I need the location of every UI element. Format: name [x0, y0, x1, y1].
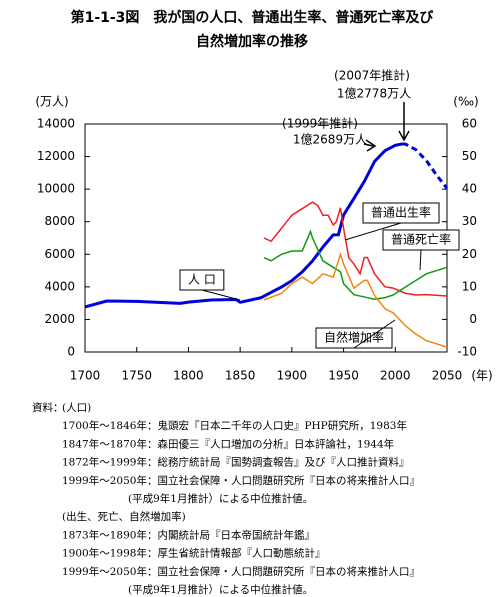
source-note: 1999年～2050年：国立社会保障・人口問題研究所『日本の将来推計人口』	[62, 565, 420, 578]
annotation: 1億2689万人	[293, 133, 367, 147]
source-note: (人口)	[62, 402, 91, 414]
x-tick-label: 2050	[432, 369, 463, 383]
annotation: 1億2778万人	[337, 87, 411, 101]
y2-tick-label: 50	[462, 149, 477, 163]
chart-title: 第1-1-3図 我が国の人口、普通出生率、普通死亡率及び	[71, 9, 435, 26]
annotation: (2007年推計)	[334, 68, 410, 83]
y-tick-label: 2000	[44, 312, 75, 326]
source-note: 1872年～1999年：総務庁統計局『国勢調査報告』及び『人口推計資料』	[62, 456, 409, 469]
x-tick-label: 1850	[225, 369, 256, 383]
y-tick-label: 6000	[44, 247, 75, 261]
x-axis-label: (年)	[471, 369, 492, 383]
y-tick-label: 14000	[37, 117, 75, 131]
y2-tick-label: 30	[462, 214, 477, 228]
y2-tick-label: 40	[462, 182, 477, 196]
chart-subtitle: 自然増加率の推移	[196, 33, 308, 50]
x-tick-label: 2000	[380, 369, 411, 383]
y2-tick-label: -10	[457, 345, 477, 359]
source-note: 1700年～1846年：鬼頭宏『日本二千年の人口史』PHP研究所，1983年	[62, 419, 407, 432]
y2-tick-label: 20	[462, 247, 477, 261]
series-label: 自然増加率	[324, 330, 384, 345]
arrow	[398, 102, 410, 142]
source-note: (出生、死亡、自然増加率)	[62, 510, 186, 523]
y-tick-label: 8000	[44, 214, 75, 228]
leader-line	[419, 249, 422, 271]
y2-tick-label: 0	[469, 312, 477, 326]
y-tick-label: 4000	[44, 279, 75, 293]
x-tick-label: 1950	[328, 369, 359, 383]
arrow	[363, 139, 377, 152]
y2-axis-label: (‰)	[453, 95, 478, 109]
y-tick-label: 10000	[37, 182, 75, 196]
source-note: 1873年～1890年：内閣統計局『日本帝国統計年鑑』	[62, 528, 315, 541]
source-note: 1900年～1998年：厚生省統計情報部『人口動態統計』	[62, 547, 325, 560]
y-axis-label: (万人)	[35, 95, 68, 109]
series-line	[263, 229, 448, 300]
y-tick-label: 0	[67, 345, 75, 359]
y-tick-label: 12000	[37, 149, 75, 163]
source-note: 1847年～1870年：森田優三『人口増加の分析』日本評論社，1944年	[62, 437, 394, 450]
series-label: 人 口	[188, 273, 216, 287]
notes-label: 資料：	[32, 401, 64, 414]
leader-line	[201, 289, 241, 301]
series-line	[402, 142, 449, 190]
x-tick-label: 1750	[121, 369, 152, 383]
source-note: (平成9年1月推計）による中位推計値。	[128, 492, 313, 505]
annotation: (1999年推計)	[282, 116, 358, 131]
series-line	[263, 201, 448, 297]
source-note: (平成9年1月推計）による中位推計値。	[128, 583, 313, 596]
x-tick-label: 1800	[173, 369, 204, 383]
source-note: 1999年～2050年：国立社会保障・人口問題研究所『日本の将来推計人口』	[62, 474, 420, 487]
series-line	[84, 142, 403, 309]
y2-tick-label: 60	[462, 117, 477, 131]
series-label: 普通出生率	[371, 205, 431, 220]
x-tick-label: 1700	[70, 369, 101, 383]
leader-line	[344, 222, 402, 241]
x-tick-label: 1900	[277, 369, 308, 383]
series-label: 普通死亡率	[391, 232, 451, 247]
y2-tick-label: 10	[462, 279, 477, 293]
leader-line	[353, 319, 396, 349]
series-line	[263, 251, 448, 348]
